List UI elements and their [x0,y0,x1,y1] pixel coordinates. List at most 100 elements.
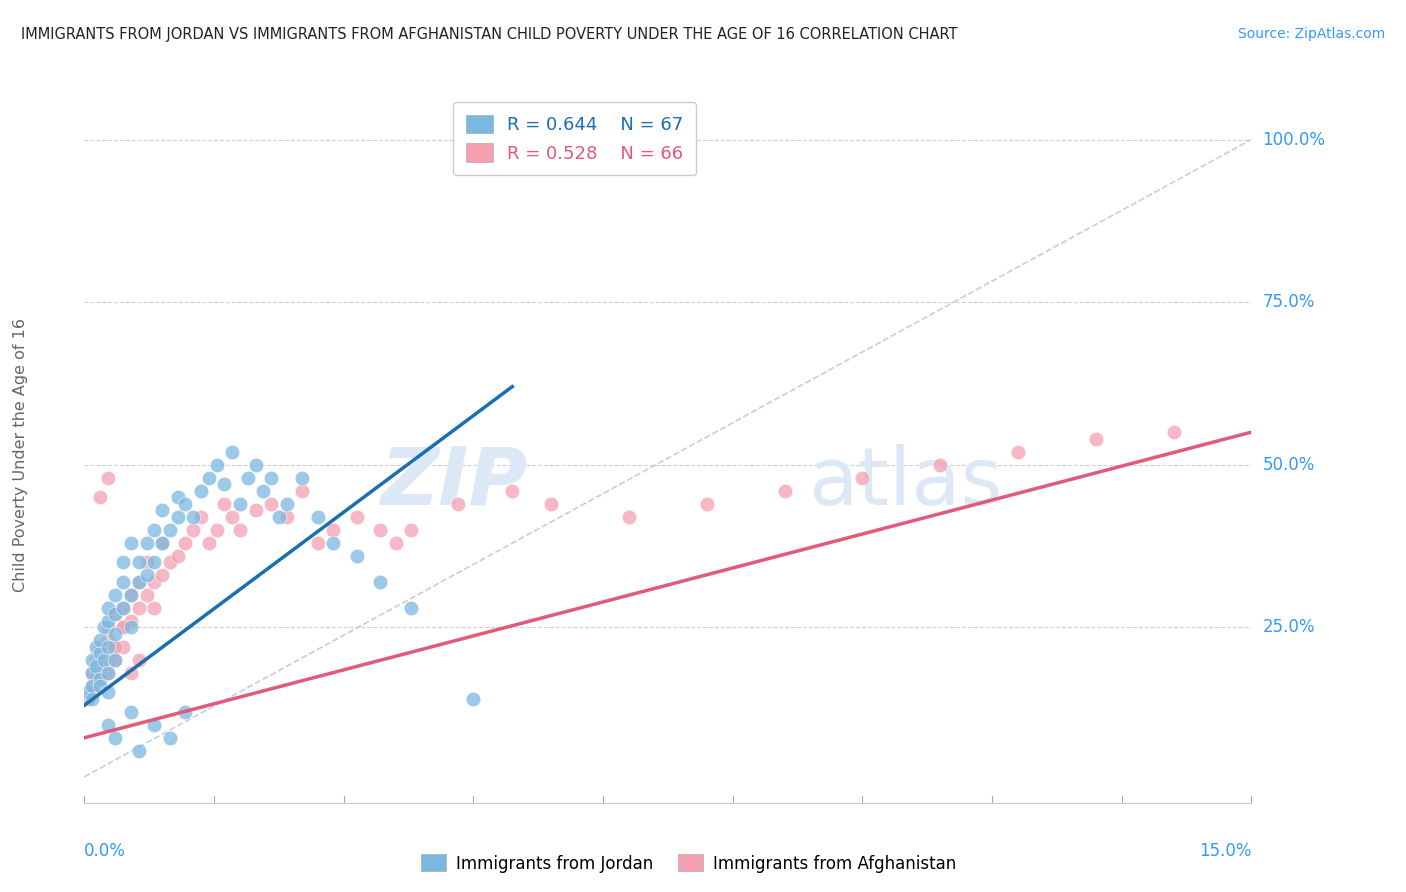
Point [128,600,150,615]
Point [267,509,290,524]
Text: Child Poverty Under the Age of 16: Child Poverty Under the Age of 16 [13,318,28,592]
Point [120,620,142,634]
Point [260,497,283,511]
Point [128,555,150,569]
Text: ZIP: ZIP [381,443,527,522]
Point [97,653,120,667]
Point [1007,444,1029,458]
Point [89,672,111,686]
Point [190,483,212,498]
Point [120,535,142,549]
Point [245,503,267,517]
Point [245,458,267,472]
Legend: Immigrants from Jordan, Immigrants from Afghanistan: Immigrants from Jordan, Immigrants from … [415,847,963,880]
Point [89,679,111,693]
Point [276,497,298,511]
Point [221,509,243,524]
Point [291,471,314,485]
Point [84,665,107,680]
Point [174,497,197,511]
Point [307,509,329,524]
Point [135,588,157,602]
Point [190,509,212,524]
Point [276,509,298,524]
Point [82,691,104,706]
Point [128,574,150,589]
Text: 0.0%: 0.0% [84,842,127,860]
Point [112,574,135,589]
Text: 25.0%: 25.0% [1263,618,1315,636]
Point [120,614,142,628]
Point [82,653,104,667]
Point [89,640,111,654]
Point [112,600,135,615]
Point [112,640,135,654]
Point [97,640,120,654]
Point [89,490,111,504]
Point [617,509,640,524]
Point [97,633,120,648]
Point [159,731,181,745]
Text: Source: ZipAtlas.com: Source: ZipAtlas.com [1237,27,1385,41]
Point [143,600,166,615]
Point [346,549,368,563]
Point [143,523,166,537]
Text: 50.0%: 50.0% [1263,456,1315,474]
Point [135,555,157,569]
Point [104,653,127,667]
Point [205,523,228,537]
Point [696,497,718,511]
Point [104,607,127,622]
Point [82,665,104,680]
Point [97,600,120,615]
Point [368,523,391,537]
Text: atlas: atlas [808,443,1002,522]
Legend: R = 0.644    N = 67, R = 0.528    N = 66: R = 0.644 N = 67, R = 0.528 N = 66 [453,103,696,175]
Point [501,483,523,498]
Point [929,458,952,472]
Point [252,483,274,498]
Point [447,497,470,511]
Point [120,705,142,719]
Point [174,705,197,719]
Point [291,483,314,498]
Point [97,620,120,634]
Point [89,633,111,648]
Point [1163,425,1185,439]
Point [143,718,166,732]
Point [84,653,107,667]
Point [77,691,100,706]
Point [112,600,135,615]
Point [104,588,127,602]
Point [214,497,236,511]
Point [143,555,166,569]
Point [229,523,252,537]
Point [97,718,120,732]
Point [112,555,135,569]
Point [399,523,422,537]
Point [260,471,283,485]
Point [198,535,221,549]
Point [150,503,173,517]
Text: IMMIGRANTS FROM JORDAN VS IMMIGRANTS FROM AFGHANISTAN CHILD POVERTY UNDER THE AG: IMMIGRANTS FROM JORDAN VS IMMIGRANTS FRO… [21,27,957,42]
Point [159,523,181,537]
Text: 100.0%: 100.0% [1263,130,1326,149]
Point [150,568,173,582]
Point [104,640,127,654]
Point [120,665,142,680]
Point [221,444,243,458]
Point [89,659,111,673]
Point [89,672,111,686]
Point [181,509,204,524]
Point [128,574,150,589]
Point [773,483,796,498]
Point [150,535,173,549]
Point [97,685,120,699]
Point [89,646,111,660]
Point [166,549,188,563]
Point [198,471,221,485]
Point [77,685,100,699]
Point [1084,432,1107,446]
Point [104,731,127,745]
Point [346,509,368,524]
